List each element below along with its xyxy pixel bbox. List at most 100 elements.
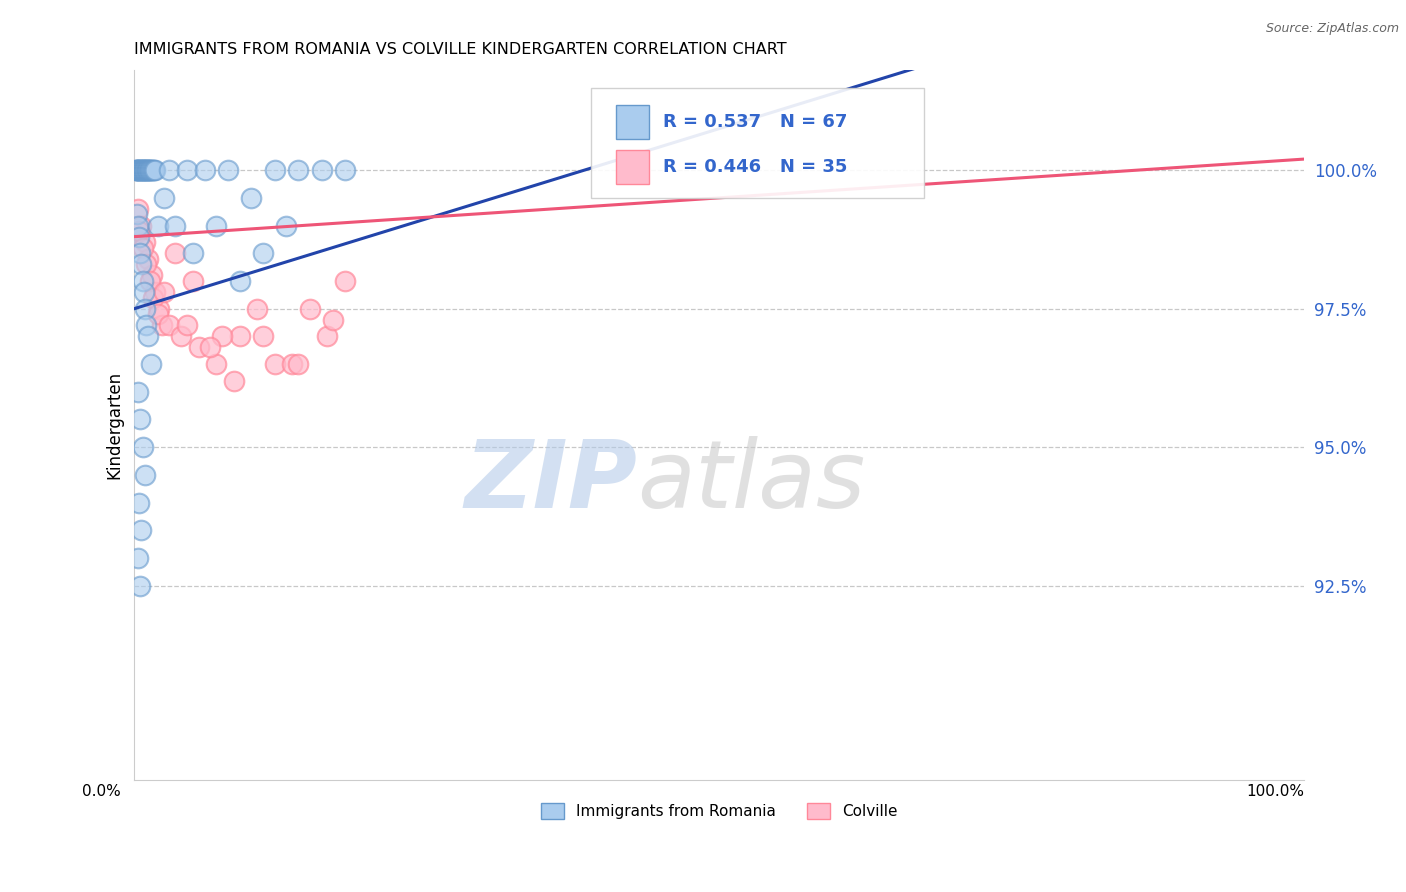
Y-axis label: Kindergarten: Kindergarten xyxy=(105,371,124,479)
Point xyxy=(125,163,148,178)
Point xyxy=(136,163,159,178)
Point xyxy=(138,274,160,288)
Point xyxy=(131,163,153,178)
Point xyxy=(228,329,250,343)
Point xyxy=(145,163,167,178)
Point xyxy=(205,219,228,233)
Point xyxy=(276,219,298,233)
Point xyxy=(135,318,157,333)
Point xyxy=(129,163,152,178)
Point xyxy=(138,163,160,178)
Text: R = 0.446   N = 35: R = 0.446 N = 35 xyxy=(664,158,848,176)
Point xyxy=(146,307,169,321)
Point xyxy=(134,467,156,482)
Point xyxy=(176,318,198,333)
Text: atlas: atlas xyxy=(637,436,866,527)
Point xyxy=(143,163,166,178)
Point xyxy=(131,241,153,255)
Text: IMMIGRANTS FROM ROMANIA VS COLVILLE KINDERGARTEN CORRELATION CHART: IMMIGRANTS FROM ROMANIA VS COLVILLE KIND… xyxy=(135,42,787,57)
Point xyxy=(136,163,159,178)
Point xyxy=(316,329,339,343)
Point xyxy=(252,329,274,343)
Point xyxy=(142,291,165,305)
Point xyxy=(129,412,152,426)
Point xyxy=(127,202,149,216)
Point xyxy=(132,285,155,299)
Point xyxy=(141,163,163,178)
Point xyxy=(127,384,149,399)
Point xyxy=(129,163,152,178)
Point xyxy=(131,257,153,271)
Point xyxy=(141,268,163,283)
Point xyxy=(298,301,321,316)
Point xyxy=(127,551,149,566)
Point xyxy=(205,357,228,371)
Point xyxy=(138,329,160,343)
Point xyxy=(263,163,285,178)
FancyBboxPatch shape xyxy=(591,88,924,198)
Point xyxy=(132,163,155,178)
Text: Source: ZipAtlas.com: Source: ZipAtlas.com xyxy=(1265,22,1399,36)
Point xyxy=(125,163,148,178)
Point xyxy=(322,312,344,326)
Point xyxy=(131,163,153,178)
Point xyxy=(127,163,149,178)
Point xyxy=(333,163,356,178)
Point xyxy=(148,301,170,316)
Point xyxy=(135,163,157,178)
Point xyxy=(131,163,153,178)
Point xyxy=(217,163,239,178)
Point xyxy=(127,163,149,178)
Point xyxy=(222,374,245,388)
Point xyxy=(131,274,153,288)
Point xyxy=(134,163,156,178)
Point xyxy=(142,163,165,178)
Point xyxy=(287,357,309,371)
Point xyxy=(124,163,146,178)
Point xyxy=(138,163,160,178)
Point xyxy=(200,341,222,355)
Point xyxy=(128,224,150,238)
Point xyxy=(240,191,263,205)
Point xyxy=(159,163,181,178)
Point xyxy=(134,301,156,316)
Point xyxy=(127,219,149,233)
Point xyxy=(152,285,174,299)
Bar xyxy=(616,150,650,184)
Text: ZIP: ZIP xyxy=(464,436,637,528)
Point xyxy=(246,301,269,316)
Legend: Immigrants from Romania, Colville: Immigrants from Romania, Colville xyxy=(536,797,904,825)
Point xyxy=(152,191,174,205)
Point xyxy=(228,274,250,288)
Point xyxy=(181,274,204,288)
Point xyxy=(181,246,204,260)
Point xyxy=(333,274,356,288)
Point xyxy=(165,246,187,260)
Point xyxy=(281,357,304,371)
Point xyxy=(131,219,153,233)
Point xyxy=(252,246,274,260)
Point xyxy=(129,246,152,260)
Point xyxy=(139,163,162,178)
Point xyxy=(139,163,162,178)
Point xyxy=(135,257,157,271)
Point xyxy=(131,523,153,537)
Point xyxy=(193,163,215,178)
Point xyxy=(170,329,193,343)
Bar xyxy=(616,105,650,139)
Point xyxy=(187,341,209,355)
Point xyxy=(129,579,152,593)
Point xyxy=(138,252,160,266)
Point xyxy=(139,357,162,371)
Point xyxy=(134,235,156,250)
Point xyxy=(287,163,309,178)
Point xyxy=(165,219,187,233)
Point xyxy=(131,440,153,454)
Point xyxy=(159,318,181,333)
Point xyxy=(146,219,169,233)
Point xyxy=(128,163,150,178)
Text: R = 0.537   N = 67: R = 0.537 N = 67 xyxy=(664,113,848,131)
Point xyxy=(311,163,333,178)
Point xyxy=(128,229,150,244)
Point xyxy=(138,163,160,178)
